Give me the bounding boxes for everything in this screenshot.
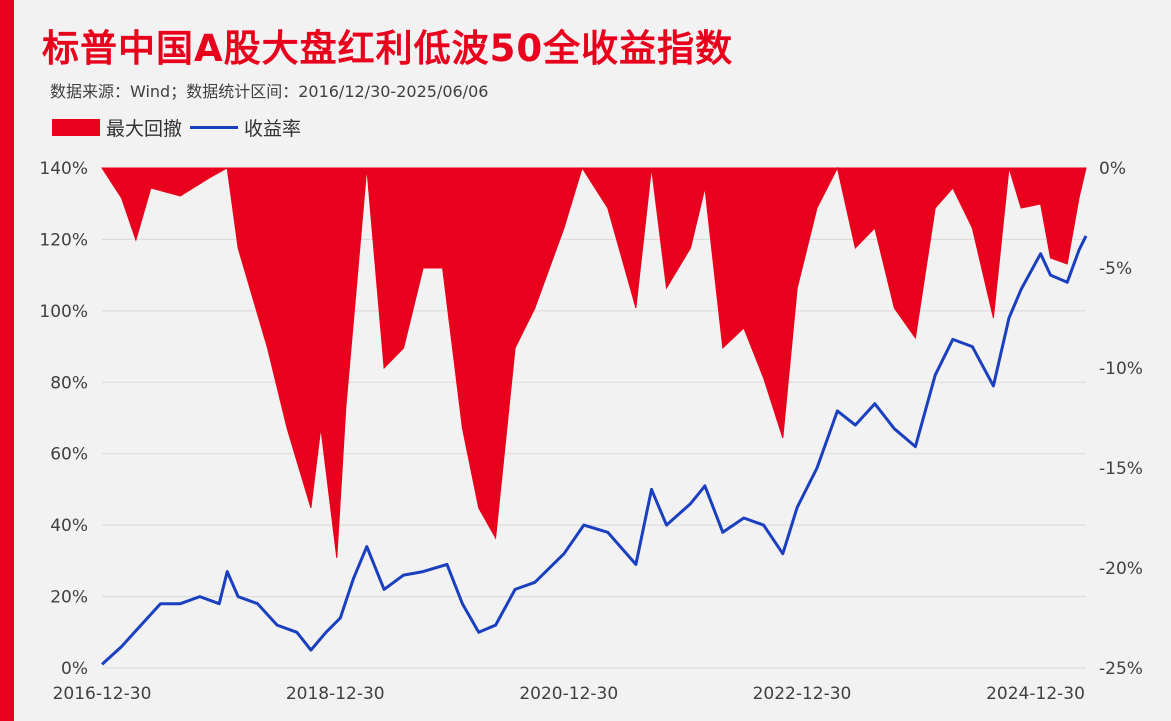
y-right-tick-label: -20%	[1099, 559, 1143, 579]
drawdown-area	[101, 166, 1087, 559]
legend-swatch-return	[190, 126, 239, 129]
y-right-tick-label: -5%	[1099, 259, 1132, 279]
y-left-tick-label: 20%	[50, 588, 88, 608]
x-tick-label: 2020-12-30	[519, 684, 618, 704]
chart-title: 标普中国A股大盘红利低波50全收益指数	[42, 27, 734, 70]
y-right-tick-label: -10%	[1099, 359, 1143, 379]
legend-swatch-drawdown	[52, 119, 100, 136]
y-left-tick-label: 100%	[39, 302, 88, 322]
chart-subtitle: 数据来源：Wind；数据统计区间：2016/12/30-2025/06/06	[50, 82, 489, 101]
y-left-tick-label: 40%	[50, 516, 88, 536]
x-tick-label: 2016-12-30	[53, 684, 152, 704]
legend-item-return: 收益率	[190, 114, 301, 141]
legend-item-drawdown: 最大回撤	[52, 114, 182, 141]
y-left-tick-label: 140%	[39, 159, 88, 179]
y-right-tick-label: -25%	[1099, 659, 1143, 679]
y-left-tick-label: 120%	[39, 230, 88, 250]
y-right-tick-label: 0%	[1099, 159, 1126, 179]
x-tick-label: 2024-12-30	[986, 684, 1085, 704]
legend: 最大回撤 收益率	[52, 114, 309, 141]
legend-label-drawdown: 最大回撤	[106, 118, 183, 140]
legend-label-return: 收益率	[244, 118, 302, 140]
y-left-tick-label: 80%	[50, 373, 88, 393]
x-tick-label: 2018-12-30	[286, 684, 385, 704]
accent-bar	[0, 0, 14, 721]
return-line	[100, 235, 1088, 666]
x-tick-label: 2022-12-30	[753, 684, 852, 704]
y-left-tick-label: 60%	[50, 445, 88, 465]
y-left-tick-label: 0%	[61, 659, 88, 679]
y-right-tick-label: -15%	[1099, 459, 1143, 479]
